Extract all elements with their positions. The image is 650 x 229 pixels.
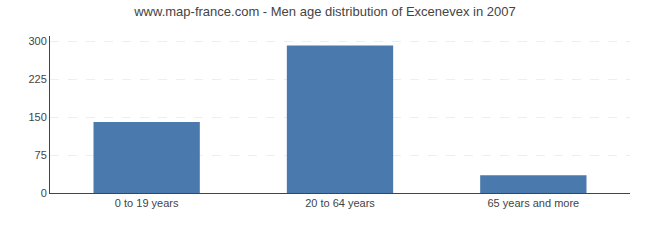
svg-text:300: 300 xyxy=(28,35,46,47)
svg-text:20 to 64 years: 20 to 64 years xyxy=(305,197,375,209)
svg-text:65 years and more: 65 years and more xyxy=(487,197,579,209)
svg-text:225: 225 xyxy=(28,73,46,85)
svg-text:150: 150 xyxy=(28,111,46,123)
svg-text:www.map-france.com - Men age d: www.map-france.com - Men age distributio… xyxy=(133,4,516,19)
svg-text:75: 75 xyxy=(35,149,47,161)
svg-text:0 to 19 years: 0 to 19 years xyxy=(115,197,179,209)
svg-text:0: 0 xyxy=(41,187,47,199)
